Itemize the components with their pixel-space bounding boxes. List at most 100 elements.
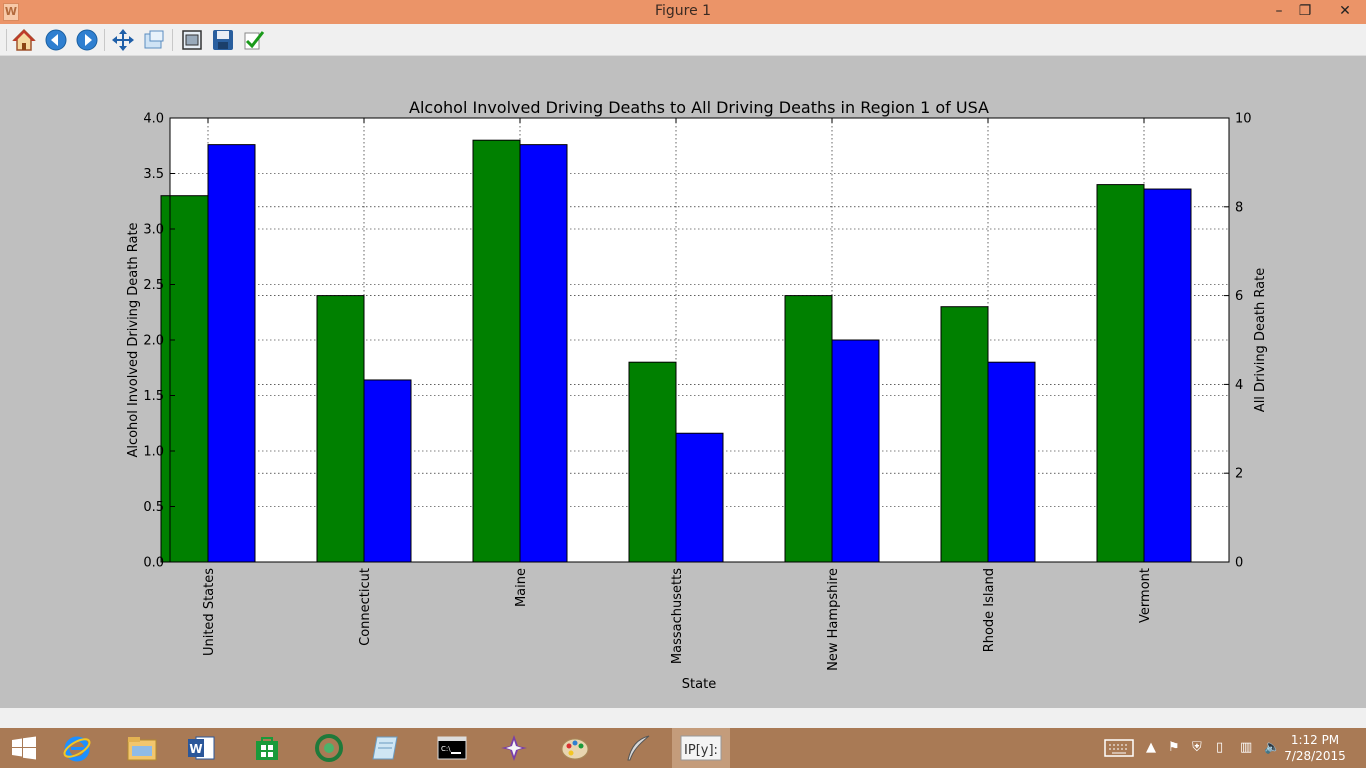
word-icon: W xyxy=(188,736,215,760)
bars xyxy=(160,139,1192,563)
pan-button[interactable] xyxy=(110,27,136,53)
python-icon xyxy=(315,734,343,762)
home-button[interactable] xyxy=(11,27,37,53)
y-tick-label-left: 3.0 xyxy=(143,223,164,238)
bar-alcohol-maine xyxy=(472,139,521,563)
bar-all-connecticut xyxy=(363,379,412,563)
system-clock[interactable]: 1:12 PM 7/28/2015 xyxy=(1280,732,1350,764)
keyboard-icon[interactable] xyxy=(1104,739,1134,761)
start-icon xyxy=(12,736,36,760)
y-tick-label-left: 2.5 xyxy=(143,278,164,293)
restore-button[interactable]: ❐ xyxy=(1298,3,1312,19)
save-button[interactable] xyxy=(210,27,236,53)
taskbar-word[interactable]: W xyxy=(178,728,224,768)
configure-subplots-button[interactable] xyxy=(179,27,205,53)
store-icon xyxy=(256,737,278,760)
y-tick-label-left: 0.0 xyxy=(143,556,164,571)
bar-alcohol-new-hampshire xyxy=(784,295,833,563)
y-tick-label-right: 10 xyxy=(1235,112,1252,127)
taskbar-ipython[interactable]: IP[y]: xyxy=(672,728,730,768)
internet-explorer-icon xyxy=(63,736,91,762)
y-tick-label-left: 1.5 xyxy=(143,389,164,404)
bar-all-united-states xyxy=(207,144,256,563)
forward-button[interactable] xyxy=(74,27,100,53)
taskbar-app[interactable] xyxy=(488,728,540,768)
taskbar-feather[interactable] xyxy=(612,728,664,768)
x-tick-label: Massachusetts xyxy=(670,568,685,664)
bar-all-vermont xyxy=(1143,188,1192,563)
save-icon xyxy=(213,30,233,50)
back-button[interactable] xyxy=(43,27,69,53)
y-tick-label-right: 8 xyxy=(1235,200,1243,215)
power-icon[interactable]: ▯ xyxy=(1216,740,1224,755)
window-title: Figure 1 xyxy=(654,3,712,19)
edit-curve-button[interactable] xyxy=(241,27,267,53)
bar-all-maine xyxy=(519,144,568,563)
status-strip xyxy=(0,708,1366,728)
bar-all-massachusetts xyxy=(675,432,724,563)
y-tick-label-right: 2 xyxy=(1235,467,1243,482)
edit-icon xyxy=(244,31,265,50)
y-tick-label-left: 4.0 xyxy=(143,112,164,127)
start-button[interactable] xyxy=(4,728,44,768)
bar-alcohol-connecticut xyxy=(316,295,365,563)
taskbar-notepad[interactable] xyxy=(360,728,412,768)
clock-date: 7/28/2015 xyxy=(1284,749,1346,763)
x-tick-label: Maine xyxy=(514,568,529,607)
taskbar-command-prompt[interactable]: C:\ xyxy=(426,728,478,768)
toolbar-separator xyxy=(172,29,173,51)
x-tick-label: Connecticut xyxy=(358,568,373,646)
y-tick-label-left: 3.5 xyxy=(143,167,164,182)
y-tick-label-right: 6 xyxy=(1235,289,1243,304)
back-icon xyxy=(45,29,67,51)
bar-alcohol-rhode-island xyxy=(940,306,989,563)
taskbar-python[interactable] xyxy=(304,728,354,768)
y-axis-left-ticks: 0.0 0.5 1.0 1.5 2.0 2.5 3.0 3.5 4.0 xyxy=(143,112,175,571)
close-button[interactable]: ✕ xyxy=(1339,3,1351,19)
windows-flag-icon[interactable]: ⚑ xyxy=(1168,740,1180,755)
clock-time: 1:12 PM xyxy=(1290,733,1340,747)
ipython-icon: IP[y]: xyxy=(680,735,722,761)
y-axis-label-left: Alcohol Involved Driving Death Rate xyxy=(126,222,141,457)
svg-text:IP[y]:: IP[y]: xyxy=(684,743,718,758)
feather-icon xyxy=(627,735,650,761)
title-bar: W Figure 1 – ❐ ✕ xyxy=(0,0,1366,24)
volume-icon[interactable]: 🔈 xyxy=(1264,740,1281,755)
chart-title: Alcohol Involved Driving Deaths to All D… xyxy=(409,98,989,117)
x-tick-label: Vermont xyxy=(1138,568,1153,623)
app-icon: W xyxy=(3,3,19,21)
paint-icon xyxy=(561,738,589,760)
bar-alcohol-united-states xyxy=(160,195,209,563)
y-tick-label-left: 0.5 xyxy=(143,500,164,515)
bar-alcohol-vermont xyxy=(1096,184,1145,563)
bar-alcohol-massachusetts xyxy=(628,361,677,563)
app-icon xyxy=(501,735,527,761)
home-icon xyxy=(12,28,36,51)
x-tick-label: Rhode Island xyxy=(982,568,997,652)
zoom-icon xyxy=(144,30,164,49)
taskbar-store[interactable] xyxy=(244,728,290,768)
svg-text:C:\: C:\ xyxy=(441,745,451,753)
figure-canvas: 0.0 0.5 1.0 1.5 2.0 2.5 3.0 3.5 4.0 0 2 4 6 8 10 Unit… xyxy=(0,56,1366,708)
show-hidden-icons-icon[interactable]: ▲ xyxy=(1146,740,1156,755)
x-axis-label: State xyxy=(682,677,716,692)
y-tick-label-left: 1.0 xyxy=(143,445,164,460)
taskbar-file-explorer[interactable] xyxy=(116,728,168,768)
command-prompt-icon: C:\ xyxy=(437,736,467,760)
y-tick-label-right: 4 xyxy=(1235,378,1243,393)
bar-chart: 0.0 0.5 1.0 1.5 2.0 2.5 3.0 3.5 4.0 0 2 4 6 8 10 Unit… xyxy=(126,98,1268,692)
toolbar xyxy=(0,24,1366,56)
notepad-icon xyxy=(372,736,398,760)
network-icon[interactable]: ▥ xyxy=(1240,740,1253,755)
bar-all-new-hampshire xyxy=(831,339,880,563)
x-tick-label: United States xyxy=(202,568,217,656)
y-axis-label-right: All Driving Death Rate xyxy=(1253,268,1268,412)
security-shield-icon[interactable]: ⛨ xyxy=(1192,740,1202,755)
toolbar-separator xyxy=(104,29,105,51)
forward-icon xyxy=(76,29,98,51)
minimize-button[interactable]: – xyxy=(1275,3,1283,19)
bar-all-rhode-island xyxy=(987,361,1036,563)
zoom-button[interactable] xyxy=(141,27,167,53)
taskbar-internet-explorer[interactable] xyxy=(54,728,100,768)
taskbar-paint[interactable] xyxy=(548,728,604,768)
